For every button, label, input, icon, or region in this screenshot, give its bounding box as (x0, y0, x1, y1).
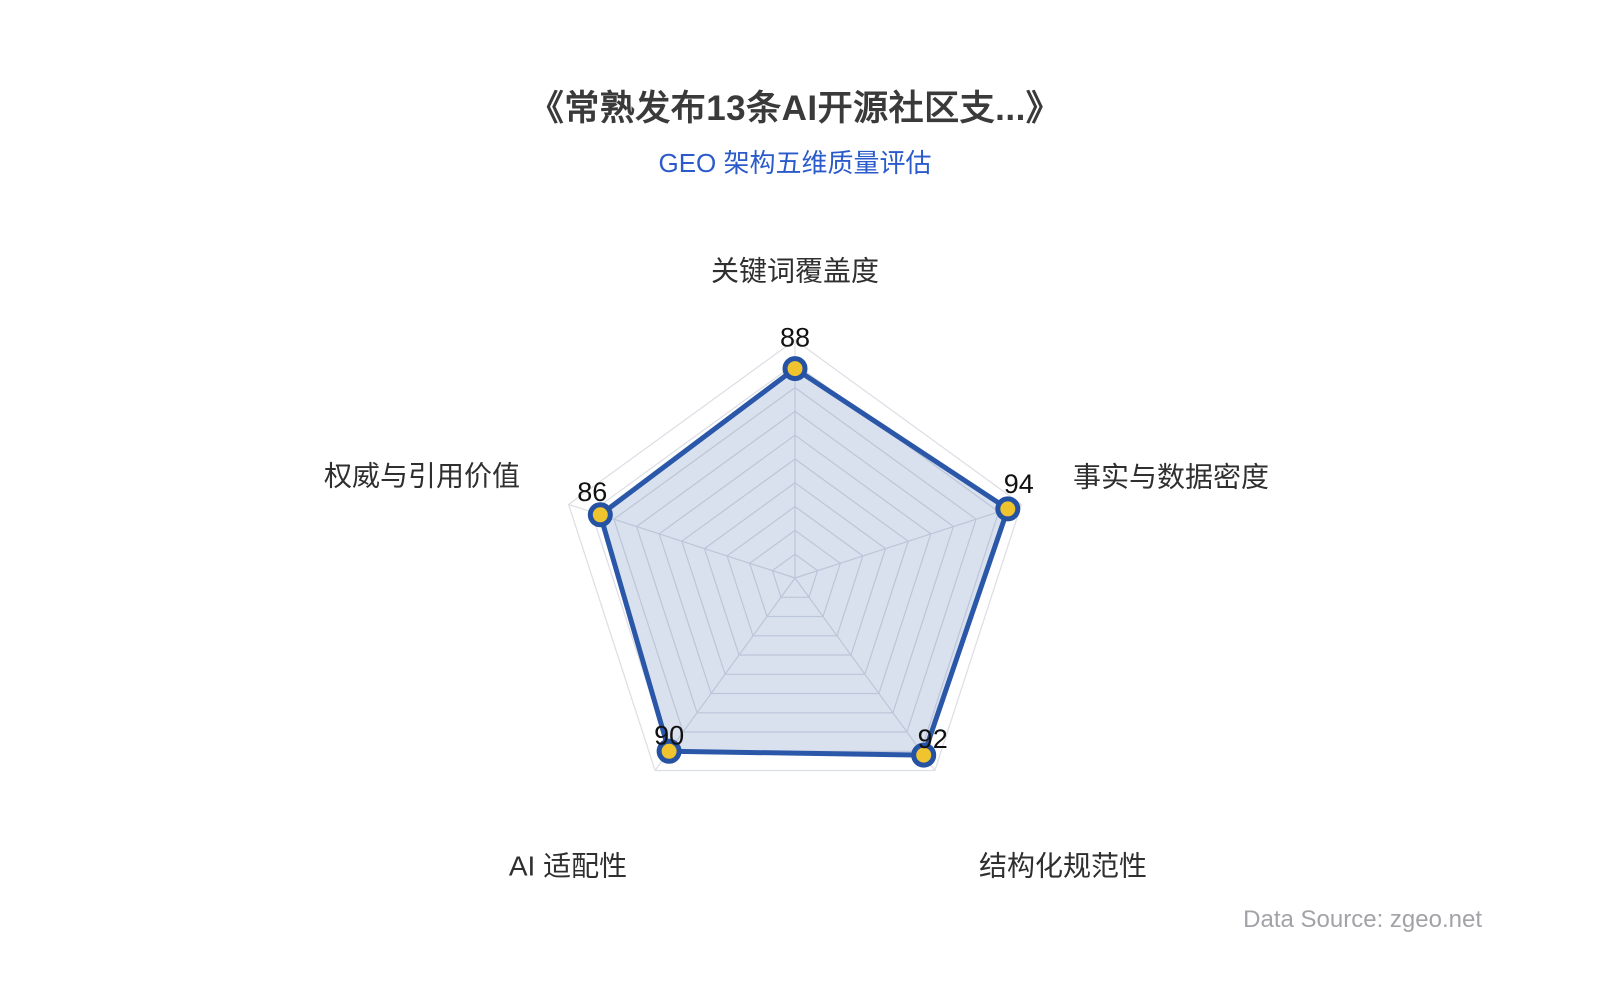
grid-ring (681, 458, 909, 675)
grid-ring (658, 434, 932, 695)
data-point (911, 742, 937, 768)
data-point (782, 356, 808, 382)
grid-ring (635, 410, 955, 714)
axis-label: 权威与引用价值 (324, 461, 520, 492)
axis-label: 关键词覆盖度 (711, 256, 879, 287)
grid-ring (567, 339, 1023, 772)
grid-ring (771, 553, 819, 598)
axis-label: 结构化规范性 (979, 851, 1147, 882)
axis-spoke (794, 577, 936, 771)
value-label: 88 (780, 323, 810, 353)
axis-spoke (794, 503, 1022, 579)
value-label: 86 (577, 477, 607, 507)
chart-subtitle: GEO 架构五维质量评估 (658, 148, 932, 178)
data-source-label: Data Source: zgeo.net (1243, 906, 1482, 933)
grid-ring (726, 505, 864, 637)
value-label: 90 (654, 720, 684, 750)
axis-spoke (654, 577, 796, 771)
axis-label: AI 适配性 (509, 851, 627, 882)
axis-label: 事实与数据密度 (1073, 462, 1269, 493)
grid-ring (748, 529, 842, 618)
grid-ring (613, 386, 977, 733)
chart-title: 《常熟发布13条AI开源社区支...》 (528, 89, 1062, 128)
value-label: 94 (1004, 469, 1034, 499)
data-point (656, 738, 682, 764)
value-label: 92 (918, 724, 948, 754)
data-polygon (597, 366, 1011, 758)
grid-ring (703, 482, 887, 656)
data-point (995, 496, 1021, 522)
data-point (587, 502, 613, 528)
